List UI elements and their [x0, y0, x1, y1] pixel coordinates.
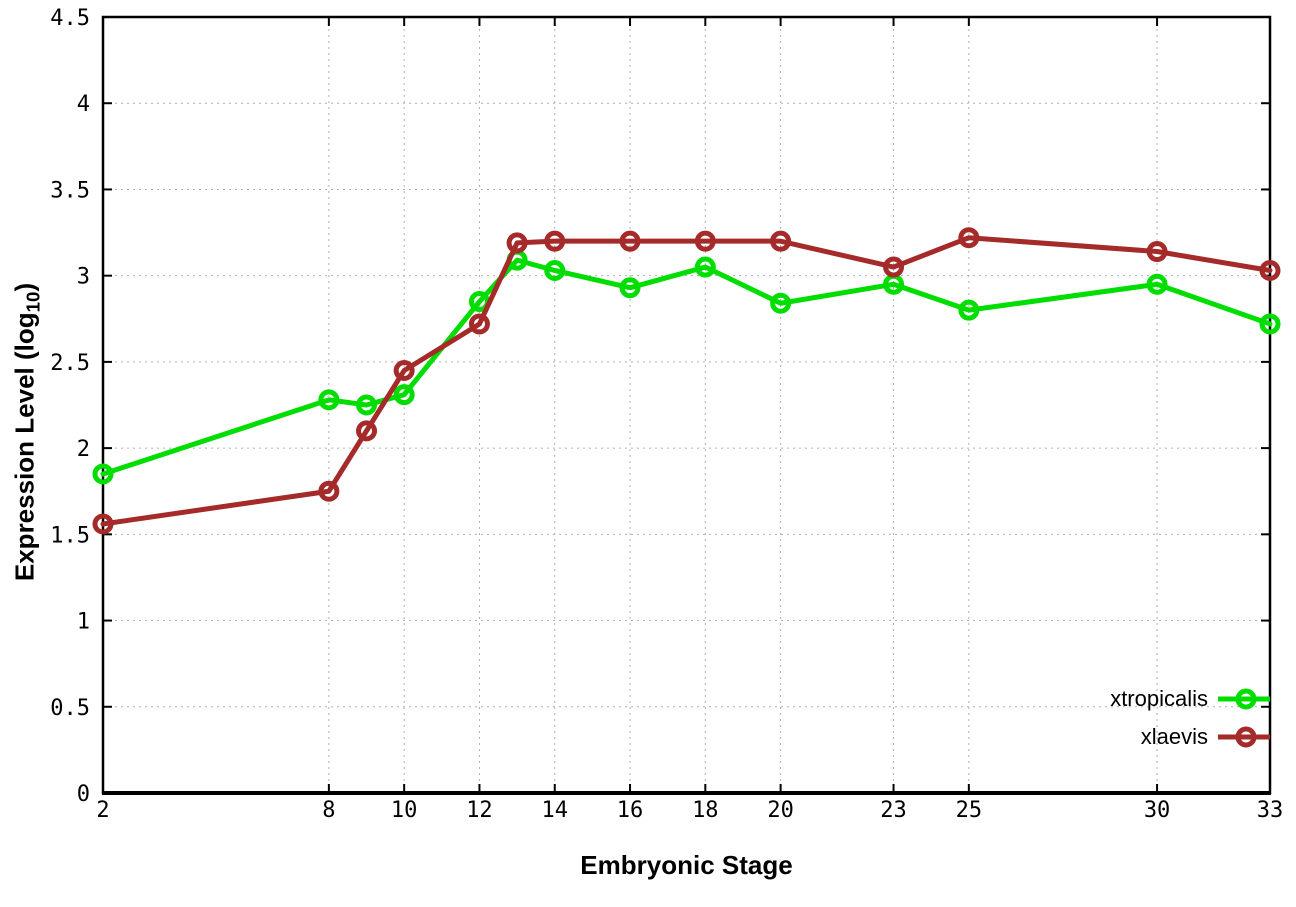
x-tick-label: 20	[767, 798, 794, 823]
y-axis-title: Expression Level (log10)	[9, 283, 44, 581]
x-tick-label: 2	[96, 798, 109, 823]
data-point-xtropicalis	[544, 259, 566, 281]
data-point-xlaevis	[619, 230, 641, 252]
x-tick-label: 10	[391, 798, 418, 823]
data-point-xlaevis	[694, 230, 716, 252]
x-tick-label: 30	[1144, 798, 1171, 823]
data-point-xlaevis	[770, 230, 792, 252]
data-point-xlaevis	[958, 227, 980, 249]
data-point-xlaevis	[356, 420, 378, 442]
data-point-xtropicalis	[1146, 273, 1168, 295]
data-point-xlaevis	[393, 360, 415, 382]
y-tick-label: 4	[77, 92, 90, 117]
data-point-xlaevis	[468, 313, 490, 335]
data-point-xtropicalis	[694, 256, 716, 278]
legend-item-xlaevis: xlaevis	[1110, 720, 1270, 754]
legend-item-xtropicalis: xtropicalis	[1110, 682, 1270, 716]
data-point-xtropicalis	[92, 463, 114, 485]
legend-label-xtropicalis: xtropicalis	[1110, 686, 1208, 711]
data-point-xtropicalis	[318, 389, 340, 411]
data-point-xlaevis	[506, 232, 528, 254]
series-line-xtropicalis	[100, 257, 1273, 477]
legend: xtropicalis xlaevis	[1110, 682, 1270, 754]
data-point-xlaevis	[544, 230, 566, 252]
y-tick-label: 3.5	[50, 178, 90, 203]
x-tick-label: 8	[322, 798, 335, 823]
y-axis-title-subscript: 10	[22, 291, 44, 313]
data-point-xtropicalis	[356, 394, 378, 416]
x-tick-label: 18	[692, 798, 719, 823]
y-tick-label: 2	[77, 437, 90, 462]
data-point-xtropicalis	[770, 292, 792, 314]
data-point-xtropicalis	[958, 299, 980, 321]
plot-border	[101, 15, 1272, 795]
x-tick-label: 16	[617, 798, 644, 823]
y-tick-label: 1	[77, 610, 90, 635]
data-point-xtropicalis	[393, 384, 415, 406]
x-axis-title: Embryonic Stage	[580, 850, 793, 880]
data-point-xtropicalis	[619, 277, 641, 299]
series-line-xlaevis	[100, 235, 1273, 527]
y-tick-label: 0.5	[50, 696, 90, 721]
y-tick-label: 1.5	[50, 523, 90, 548]
legend-label-xlaevis: xlaevis	[1140, 724, 1208, 749]
y-axis-title-text: Expression Level (log	[9, 312, 40, 582]
x-tick-label: 12	[466, 798, 493, 823]
legend-sample-line-icon	[1218, 726, 1270, 748]
y-tick-label: 2.5	[50, 351, 90, 376]
x-tick-label: 23	[880, 798, 907, 823]
data-point-xlaevis	[883, 256, 905, 278]
x-tick-label: 25	[956, 798, 983, 823]
y-tick-label: 0	[77, 782, 90, 807]
y-tick-label: 4.5	[50, 6, 90, 31]
data-point-xlaevis	[1146, 241, 1168, 263]
x-tick-label: 14	[541, 798, 568, 823]
y-axis-title-suffix: )	[9, 282, 40, 292]
data-point-xtropicalis	[1259, 313, 1281, 335]
legend-sample-line-icon	[1218, 688, 1270, 710]
y-tick-label: 3	[77, 265, 90, 290]
data-point-xlaevis	[318, 480, 340, 502]
x-tick-label: 33	[1257, 798, 1284, 823]
data-point-xlaevis	[92, 513, 114, 535]
data-point-xlaevis	[1259, 259, 1281, 281]
